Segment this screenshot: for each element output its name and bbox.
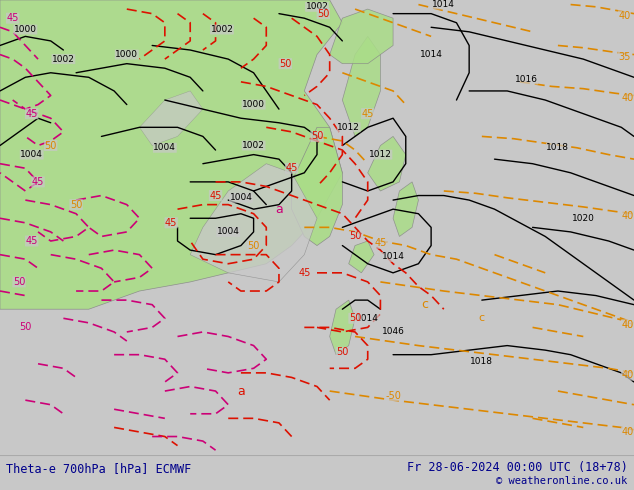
Text: 1002: 1002 [52, 54, 75, 64]
Text: 1014: 1014 [356, 314, 379, 323]
Text: 1012: 1012 [337, 123, 360, 132]
Text: 45: 45 [361, 109, 374, 119]
Text: 45: 45 [298, 268, 311, 278]
Text: 45: 45 [25, 236, 38, 246]
Text: 1004: 1004 [20, 150, 43, 159]
Text: © weatheronline.co.uk: © weatheronline.co.uk [496, 476, 628, 487]
Text: 45: 45 [32, 177, 44, 187]
Text: 1018: 1018 [470, 357, 493, 366]
Text: 1004: 1004 [230, 193, 252, 202]
Text: 45: 45 [165, 218, 178, 228]
Text: 40: 40 [621, 427, 634, 437]
Text: c: c [421, 298, 429, 311]
Polygon shape [342, 36, 380, 136]
Text: a: a [275, 203, 283, 216]
Polygon shape [330, 9, 393, 64]
Text: 1014: 1014 [432, 0, 455, 9]
Text: 1000: 1000 [115, 50, 138, 59]
Text: Theta-e 700hPa [hPa] ECMWF: Theta-e 700hPa [hPa] ECMWF [6, 463, 191, 475]
Text: 40: 40 [621, 320, 634, 330]
Polygon shape [292, 127, 342, 245]
Text: 1002: 1002 [210, 25, 233, 34]
Polygon shape [0, 0, 342, 309]
Text: 50: 50 [247, 241, 260, 250]
Text: 1046: 1046 [382, 327, 404, 337]
Text: -50: -50 [385, 391, 401, 401]
Text: 50: 50 [311, 131, 323, 142]
Polygon shape [190, 164, 317, 282]
Text: 1020: 1020 [572, 214, 595, 223]
Text: 50: 50 [349, 231, 361, 242]
Text: c: c [479, 313, 485, 323]
Text: 50: 50 [13, 277, 25, 287]
Text: 50: 50 [349, 313, 361, 323]
Polygon shape [330, 300, 355, 355]
Text: 40: 40 [621, 93, 634, 103]
Text: 45: 45 [25, 109, 38, 119]
Text: 35: 35 [618, 52, 631, 62]
Text: 50: 50 [19, 322, 32, 332]
Text: 45: 45 [285, 163, 298, 173]
Text: 45: 45 [209, 191, 222, 200]
Text: 1004: 1004 [217, 227, 240, 236]
Text: 40: 40 [621, 370, 634, 380]
Text: 1014: 1014 [382, 252, 404, 262]
Text: 1014: 1014 [420, 50, 443, 59]
Polygon shape [349, 241, 374, 273]
Polygon shape [368, 136, 406, 191]
Text: 40: 40 [618, 11, 631, 21]
Text: 1000: 1000 [14, 25, 37, 34]
Text: 1016: 1016 [515, 75, 538, 84]
Text: 1000: 1000 [242, 100, 265, 109]
Text: 1018: 1018 [547, 143, 569, 152]
Text: 1012: 1012 [369, 150, 392, 159]
Text: 50: 50 [279, 59, 292, 69]
Text: 1004: 1004 [153, 143, 176, 152]
Polygon shape [393, 182, 418, 237]
Text: 1002: 1002 [242, 141, 265, 150]
Text: 40: 40 [621, 211, 634, 221]
Text: 45: 45 [6, 13, 19, 23]
Text: 1002: 1002 [306, 2, 328, 11]
Text: 45: 45 [374, 238, 387, 248]
Text: 45: 45 [621, 320, 634, 330]
Text: 50: 50 [317, 9, 330, 19]
Text: 50: 50 [44, 141, 57, 150]
Polygon shape [139, 91, 203, 146]
Text: 50: 50 [70, 199, 82, 210]
Text: 50: 50 [336, 347, 349, 357]
Text: a: a [237, 385, 245, 397]
Text: Fr 28-06-2024 00:00 UTC (18+78): Fr 28-06-2024 00:00 UTC (18+78) [407, 461, 628, 473]
